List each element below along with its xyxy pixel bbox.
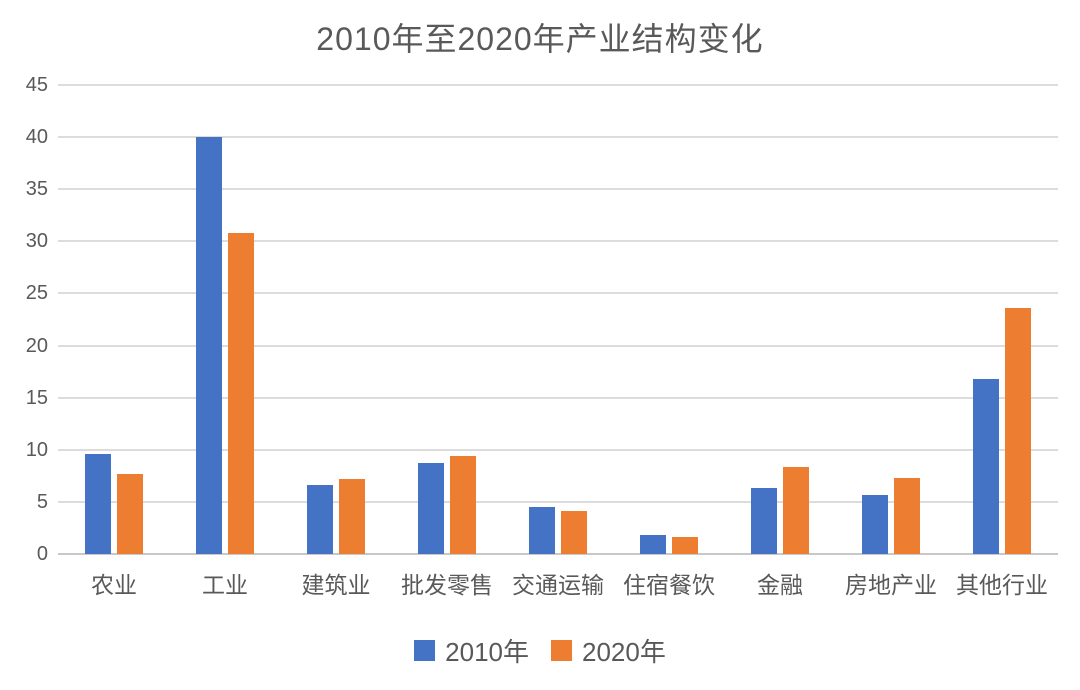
x-category-label-批发零售: 批发零售 xyxy=(401,572,493,598)
bar-2020年-建筑业 xyxy=(339,479,365,554)
bar-2020年-农业 xyxy=(117,474,143,554)
bar-2010年-工业 xyxy=(196,137,222,554)
x-category-label-建筑业: 建筑业 xyxy=(301,572,371,598)
bar-2010年-住宿餐饮 xyxy=(640,535,666,554)
gridline-y-20 xyxy=(58,344,1058,347)
y-tick-label-0: 0 xyxy=(36,543,48,565)
bar-2010年-房地产业 xyxy=(862,495,888,554)
bar-2010年-其他行业 xyxy=(973,379,999,554)
y-tick-label-40: 40 xyxy=(25,126,48,149)
gridline-y-5 xyxy=(58,500,1058,503)
gridline-y-25 xyxy=(58,292,1058,295)
y-tick-label-35: 35 xyxy=(25,178,48,201)
bar-2020年-住宿餐饮 xyxy=(672,537,698,554)
y-tick-label-25: 25 xyxy=(25,282,48,305)
y-tick-label-30: 30 xyxy=(25,230,48,253)
bar-2020年-批发零售 xyxy=(450,456,476,554)
bar-2010年-金融 xyxy=(751,488,777,554)
bar-2020年-金融 xyxy=(783,467,809,554)
bar-2020年-房地产业 xyxy=(894,478,920,554)
x-category-label-房地产业: 房地产业 xyxy=(845,572,937,598)
legend-item-2020年: 2020年 xyxy=(551,632,666,669)
gridline-y-0 xyxy=(58,553,1058,555)
y-tick-label-20: 20 xyxy=(25,334,48,357)
x-category-label-金融: 金融 xyxy=(757,572,803,598)
legend-swatch-icon xyxy=(551,640,572,661)
x-category-label-交通运输: 交通运输 xyxy=(512,572,604,598)
gridline-y-30 xyxy=(58,240,1058,243)
y-tick-label-15: 15 xyxy=(25,386,48,409)
y-tick-label-10: 10 xyxy=(25,438,48,461)
legend-label: 2020年 xyxy=(582,637,666,667)
gridline-y-40 xyxy=(58,136,1058,139)
gridline-y-15 xyxy=(58,396,1058,399)
bar-2010年-建筑业 xyxy=(307,485,333,554)
y-tick-label-45: 45 xyxy=(25,74,48,96)
plot-area xyxy=(58,84,1058,555)
gridline-y-45 xyxy=(58,84,1058,86)
y-tick-label-5: 5 xyxy=(36,490,48,513)
x-category-label-住宿餐饮: 住宿餐饮 xyxy=(623,572,715,598)
legend-swatch-icon xyxy=(414,640,436,661)
bar-2020年-其他行业 xyxy=(1005,308,1031,554)
x-category-label-工业: 工业 xyxy=(202,572,248,598)
chart-title: 2010年至2020年产业结构变化 xyxy=(316,21,764,57)
legend-label: 2010年 xyxy=(445,637,529,667)
bar-2020年-工业 xyxy=(228,233,254,554)
legend-item-2010年: 2010年 xyxy=(414,632,529,669)
x-category-label-农业: 农业 xyxy=(91,572,137,598)
bar-2020年-交通运输 xyxy=(561,511,587,554)
bar-2010年-农业 xyxy=(85,454,111,554)
bar-2010年-交通运输 xyxy=(529,507,555,554)
gridline-y-10 xyxy=(58,448,1058,451)
bar-2010年-批发零售 xyxy=(418,463,444,554)
x-category-label-其他行业: 其他行业 xyxy=(956,572,1048,598)
legend: 2010年 2020年 xyxy=(0,632,1080,669)
gridline-y-35 xyxy=(58,188,1058,191)
